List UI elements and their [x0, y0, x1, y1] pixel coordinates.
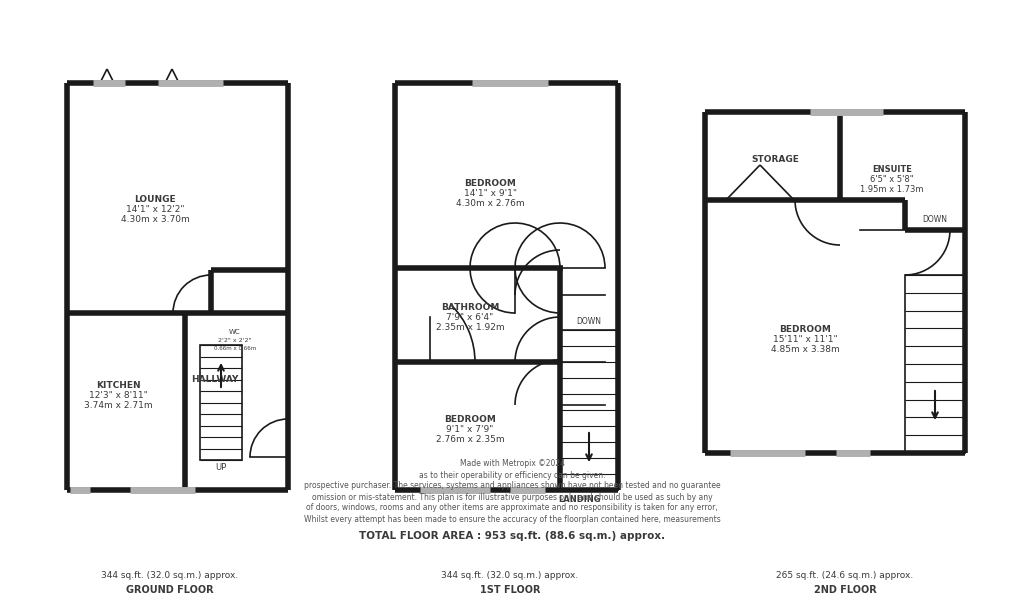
Text: DOWN: DOWN	[577, 318, 601, 326]
Text: LOUNGE: LOUNGE	[134, 196, 176, 205]
Text: 265 sq.ft. (24.6 sq.m.) approx.: 265 sq.ft. (24.6 sq.m.) approx.	[776, 571, 913, 580]
Text: 14'1" x 9'1": 14'1" x 9'1"	[464, 189, 516, 197]
Text: 15'11" x 11'1": 15'11" x 11'1"	[773, 335, 838, 345]
Text: HALLWAY: HALLWAY	[191, 376, 239, 384]
Bar	[560, 330, 618, 490]
Text: 14'1" x 12'2": 14'1" x 12'2"	[126, 205, 184, 214]
Text: 4.30m x 3.70m: 4.30m x 3.70m	[121, 216, 189, 224]
Text: 2'2" x 2'2": 2'2" x 2'2"	[218, 337, 252, 343]
Text: BEDROOM: BEDROOM	[779, 326, 830, 334]
Text: WC: WC	[229, 329, 241, 335]
Text: DOWN: DOWN	[923, 216, 947, 224]
Text: 4.30m x 2.76m: 4.30m x 2.76m	[456, 199, 524, 208]
Text: 12'3" x 8'11": 12'3" x 8'11"	[89, 390, 147, 400]
Text: ENSUITE: ENSUITE	[872, 166, 912, 175]
Text: STORAGE: STORAGE	[751, 156, 799, 164]
Bar	[200, 345, 242, 460]
Text: of doors, windows, rooms and any other items are approximate and no responsibili: of doors, windows, rooms and any other i…	[306, 503, 718, 513]
Text: BEDROOM: BEDROOM	[444, 415, 496, 425]
Text: 2ND FLOOR: 2ND FLOOR	[814, 585, 877, 595]
Text: 9'1" x 7'9": 9'1" x 7'9"	[446, 425, 494, 434]
Text: BATHROOM: BATHROOM	[440, 304, 499, 312]
Text: 3.74m x 2.71m: 3.74m x 2.71m	[84, 400, 153, 409]
Text: as to their operability or efficiency can be given.: as to their operability or efficiency ca…	[419, 470, 605, 480]
Text: 2.76m x 2.35m: 2.76m x 2.35m	[435, 436, 504, 444]
Text: TOTAL FLOOR AREA : 953 sq.ft. (88.6 sq.m.) approx.: TOTAL FLOOR AREA : 953 sq.ft. (88.6 sq.m…	[359, 531, 665, 541]
Text: 1ST FLOOR: 1ST FLOOR	[480, 585, 541, 595]
Text: 7'9" x 6'4": 7'9" x 6'4"	[446, 313, 494, 323]
Text: LANDING: LANDING	[558, 496, 601, 505]
Text: KITCHEN: KITCHEN	[95, 381, 140, 389]
Text: 0.66m x 0.66m: 0.66m x 0.66m	[214, 345, 256, 351]
Text: omission or mis-statement. This plan is for illustrative purposes only and shoul: omission or mis-statement. This plan is …	[311, 492, 713, 502]
Text: 344 sq.ft. (32.0 sq.m.) approx.: 344 sq.ft. (32.0 sq.m.) approx.	[101, 571, 239, 580]
Text: 1.95m x 1.73m: 1.95m x 1.73m	[860, 186, 924, 194]
Text: BEDROOM: BEDROOM	[464, 178, 516, 188]
Text: GROUND FLOOR: GROUND FLOOR	[126, 585, 214, 595]
Text: 6'5" x 5'8": 6'5" x 5'8"	[870, 175, 913, 185]
Text: UP: UP	[215, 464, 226, 472]
Text: Made with Metropix ©2024: Made with Metropix ©2024	[460, 459, 564, 469]
Text: Whilst every attempt has been made to ensure the accuracy of the floorplan conta: Whilst every attempt has been made to en…	[304, 514, 720, 524]
Text: 2.35m x 1.92m: 2.35m x 1.92m	[435, 323, 504, 332]
Text: prospective purchaser. The services, systems and appliances shown have not been : prospective purchaser. The services, sys…	[304, 481, 720, 491]
Bar	[905, 275, 965, 453]
Text: 344 sq.ft. (32.0 sq.m.) approx.: 344 sq.ft. (32.0 sq.m.) approx.	[441, 571, 579, 580]
Text: 4.85m x 3.38m: 4.85m x 3.38m	[771, 345, 840, 354]
